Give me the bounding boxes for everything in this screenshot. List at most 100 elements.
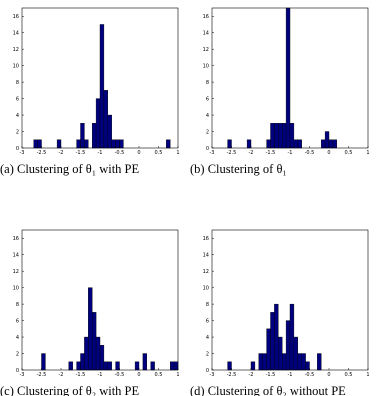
y-tick-label: 10 [203,285,209,291]
x-tick-label: 0 [137,372,140,378]
x-tick-label: 0.5 [155,372,163,378]
caption: (a) Clustering of θ₁ with PE [0,162,140,176]
x-tick-label: -1.5 [76,372,86,378]
bar [227,139,232,149]
x-tick-label: 0.5 [345,372,353,378]
bar [266,139,271,149]
y-tick-label: 12 [13,269,19,275]
y-tick-label: 10 [13,285,19,291]
bar [266,328,271,371]
bar [281,353,287,371]
bar [166,139,171,149]
caption: (d) Clustering of θ₂ without PE [190,384,346,396]
bar [281,123,287,149]
y-tick-label: 2 [206,129,209,135]
x-tick-label: -3 [20,372,25,378]
bar [274,303,279,371]
bar [80,123,85,149]
x-tick-label: -1.5 [266,372,276,378]
y-tick-label: 8 [206,302,209,308]
y-tick-label: 6 [16,318,19,324]
bar [262,353,267,371]
bar [68,361,73,371]
x-tick-label: -0.5 [305,150,315,156]
x-tick-label: -2.5 [227,150,237,156]
x-tick-label: -2 [59,372,64,378]
y-tick-label: 6 [206,318,209,324]
bar [95,98,101,149]
x-tick-label: 1 [366,150,369,156]
bar [41,353,46,371]
x-tick-label: -2 [249,150,254,156]
x-tick-label: -2.5 [227,372,237,378]
y-tick-label: 16 [203,14,209,20]
bar [169,361,175,371]
panel: -3 -2.5 -2 -1.5 -1 -0.5 0 0.5 1 0 2 4 6 8 10 12 14 16 (c) … [0,222,190,396]
bar [142,353,147,371]
panel: -3 -2.5 -2 -1.5 -1 -0.5 0 0.5 1 0 2 4 6 8 10 12 14 16 (a) … [0,0,190,177]
y-tick-label: 0 [16,146,19,152]
y-tick-label: 2 [206,351,209,357]
bar [76,139,81,149]
bar [37,139,42,149]
bar [91,312,97,371]
bar [250,361,256,371]
bar [91,123,97,149]
bar [285,320,291,371]
bar [258,353,263,371]
y-tick-label: 14 [203,31,209,37]
x-tick-label: -2.5 [37,150,47,156]
bar [293,336,299,371]
bar [332,139,337,149]
bar [317,353,322,371]
bar [33,139,38,149]
x-tick-label: -0.5 [115,372,125,378]
bar [76,361,81,371]
x-tick-label: 1 [176,150,179,156]
y-tick-label: 8 [206,80,209,86]
bar [270,123,275,149]
x-tick-label: -2 [249,372,254,378]
bar [324,131,330,149]
bar [103,361,109,371]
y-tick-label: 10 [13,63,19,69]
y-tick-label: 2 [16,351,19,357]
y-tick-label: 16 [13,14,19,20]
x-tick-label: -0.5 [305,372,315,378]
bar [289,303,295,371]
bar [107,114,112,149]
bar [115,139,120,149]
x-tick-label: -1 [288,150,293,156]
bar [246,139,252,149]
bar [305,361,310,371]
x-tick-label: 0 [327,150,330,156]
x-tick-label: -3 [210,150,215,156]
bar [95,336,101,371]
bar [301,353,306,371]
bar [103,90,109,149]
bar [173,361,179,371]
bar [80,353,85,371]
bar [115,361,120,371]
bar [297,139,302,149]
bar [293,139,299,149]
bar [278,123,283,149]
y-tick-label: 12 [203,269,209,275]
x-tick-label: 1 [366,372,369,378]
caption: (b) Clustering of θ₁ [190,162,287,176]
bar [119,139,124,149]
bar [289,123,295,149]
bar [107,361,112,371]
x-tick-label: -0.5 [115,150,125,156]
bar [328,139,334,149]
x-tick-label: -1 [98,372,103,378]
y-tick-label: 4 [16,335,19,341]
y-tick-label: 16 [13,236,19,242]
bar [227,361,232,371]
panel: -3 -2.5 -2 -1.5 -1 -0.5 0 0.5 1 0 2 4 6 8 10 12 14 16 (b) … [190,0,380,177]
panel: -3 -2.5 -2 -1.5 -1 -0.5 0 0.5 1 0 2 4 6 8 10 12 14 16 (d) … [190,222,380,396]
